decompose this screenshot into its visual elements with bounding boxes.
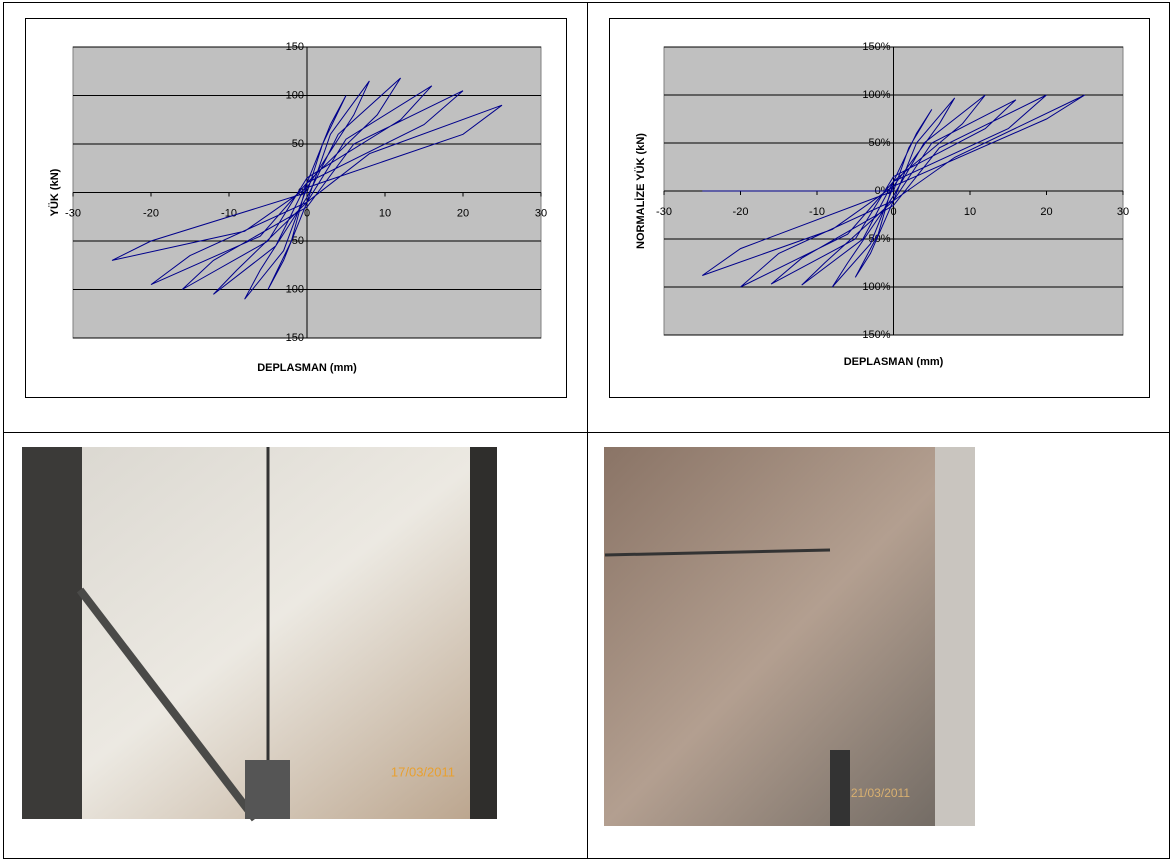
photo-date: 21/03/2011 [851,786,910,800]
y-axis-title: NORMALİZE YÜK (kN) [634,133,647,249]
x-tick-label: 10 [964,206,976,218]
x-tick-label: -20 [143,207,159,219]
y-tick-label: -100% [859,281,891,293]
y-tick-label: 100% [862,89,890,101]
table-frame [3,2,1170,859]
x-axis-title: DEPLASMAN (mm) [257,362,357,374]
y-tick-label: 150% [862,41,890,53]
photo-1: 17/03/2011 [22,447,497,822]
x-tick-label: -30 [65,207,81,219]
y-tick-label: -100 [282,283,304,295]
x-tick-label: 10 [379,207,391,219]
x-tick-label: -10 [809,206,825,218]
x-tick-label: 20 [1040,206,1052,218]
x-tick-label: 30 [1117,206,1129,218]
photo-date: 17/03/2011 [391,764,455,779]
y-tick-label: 150 [286,41,304,53]
y-tick-label: 100 [286,89,304,101]
y-axis-title: YÜK (kN) [48,168,61,216]
x-tick-label: 20 [457,207,469,219]
series-line [111,77,503,300]
x-axis-title: DEPLASMAN (mm) [844,356,944,368]
series-line [702,94,1086,288]
x-tick-label: -10 [221,207,237,219]
y-tick-label: -150% [859,329,891,341]
x-tick-label: 30 [535,207,547,219]
y-tick-label: -50 [288,235,304,247]
y-tick-label: 50 [292,138,304,150]
y-tick-label: 50% [868,137,890,149]
x-tick-label: -20 [733,206,749,218]
photo-2: 21/03/2011 [604,447,975,826]
y-tick-label: -150 [282,332,304,344]
x-tick-label: -30 [656,206,672,218]
